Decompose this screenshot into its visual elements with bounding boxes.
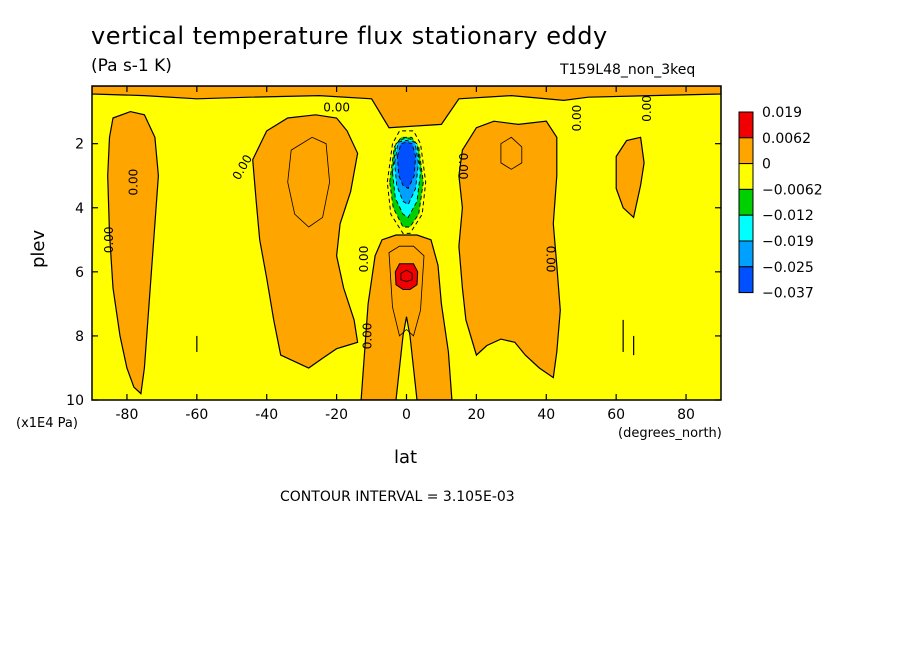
region-southern-inner-contour: [287, 136, 331, 228]
contour-label: 0.00: [570, 105, 584, 132]
contour-label: 0.00: [456, 153, 470, 180]
legend-swatch: [738, 137, 754, 165]
region-northern-midlat-band: [458, 120, 561, 379]
y-tick-label: 6: [75, 265, 84, 281]
x-tick-label: 20: [467, 407, 485, 423]
legend-label: −0.019: [762, 234, 814, 250]
x-tick-label: 40: [537, 407, 555, 423]
region-negative-core: [396, 141, 417, 190]
legend-swatch: [738, 188, 754, 216]
x-tick-label: -60: [185, 407, 208, 423]
color-legend: 0.019 0.0062 0 −0.0062 −0.012 −0.019 −0.025 −0.…: [738, 105, 823, 302]
y-tick-label: 10: [66, 393, 84, 409]
contour-label: 0.00: [323, 101, 350, 115]
x-tick-label: 0: [402, 407, 411, 423]
region-northern-inner-contour: [500, 136, 523, 170]
contour-label: 0.00: [126, 169, 140, 196]
x-tick-label: -20: [325, 407, 348, 423]
region-max-inner-contour: [400, 269, 413, 282]
run-id: T159L48_non_3keq: [560, 62, 696, 78]
legend-swatch: [738, 111, 754, 139]
region-northern-polar-patch: [615, 136, 645, 219]
legend-swatch: [738, 240, 754, 268]
x-axis: -80 -60 -40 -20 0 20 40 60 80: [116, 86, 695, 423]
chart-title: vertical temperature flux stationary edd…: [91, 22, 608, 50]
y-axis: 2 4 6 8 10: [66, 137, 721, 409]
legend-swatch: [738, 266, 754, 294]
legend-label: −0.037: [762, 286, 814, 302]
legend-label: 0: [762, 157, 771, 173]
x-axis-units: (degrees_north): [618, 426, 722, 441]
region-top-layer: [92, 86, 721, 129]
contour-interval-note: CONTOUR INTERVAL = 3.105E-03: [280, 489, 515, 505]
x-tick-label: 60: [607, 407, 625, 423]
x-tick-label: -80: [116, 407, 139, 423]
region-southern-polar-band: [107, 110, 160, 395]
plot-area: [92, 86, 721, 400]
y-tick-label: 4: [75, 201, 84, 217]
legend-label: −0.012: [762, 208, 814, 224]
x-tick-label: -40: [255, 407, 278, 423]
legend-label: 0.0062: [762, 131, 811, 147]
x-tick-label: 80: [677, 407, 695, 423]
region-southern-midlat-band: [252, 114, 359, 369]
legend-swatch: [738, 214, 754, 242]
region-equatorial-lower-lobe: [360, 234, 453, 400]
contour-label: 0.00: [543, 246, 557, 273]
legend-label: 0.019: [762, 105, 802, 121]
y-tick-label: 2: [75, 137, 84, 153]
contour-label: 0.00: [640, 95, 654, 122]
legend-label: −0.025: [762, 260, 814, 276]
contour-label: 0.00: [102, 226, 116, 253]
legend-label: −0.0062: [762, 182, 823, 198]
chart-units: (Pa s-1 K): [91, 56, 172, 76]
legend-swatch: [738, 163, 754, 190]
region-positive-max: [394, 263, 419, 290]
x-axis-label: lat: [394, 447, 418, 468]
y-scale-note: (x1E4 Pa): [16, 416, 78, 431]
contour-label: 0.00: [361, 323, 375, 350]
region-equatorial-inner-contour: [388, 245, 425, 337]
contour-label: 0.00: [357, 246, 371, 273]
y-tick-label: 8: [75, 329, 84, 345]
